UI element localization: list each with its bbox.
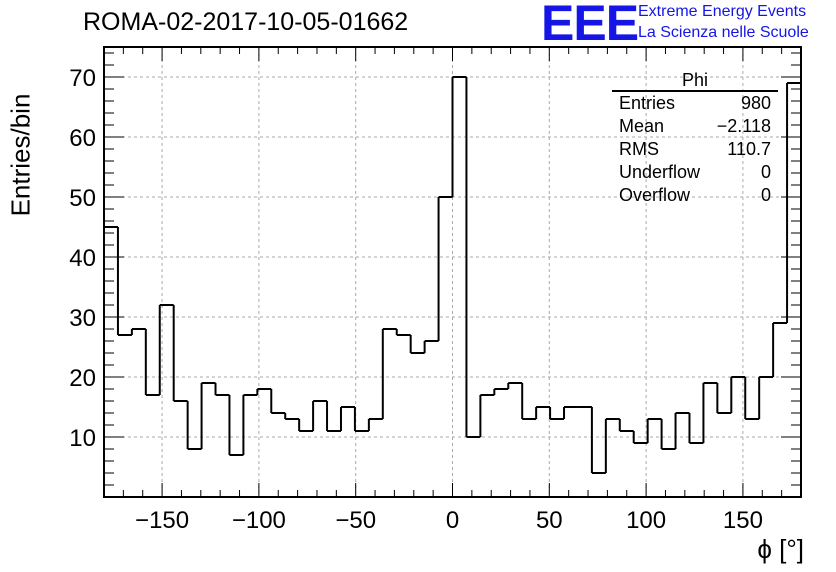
run-title: ROMA-02-2017-10-05-01662 <box>83 8 409 36</box>
eee-logo: EEE <box>541 0 639 51</box>
x-tick-label: −100 <box>232 507 286 534</box>
y-tick-label: 20 <box>69 365 96 392</box>
y-axis-label-box: Entries/bin <box>6 94 36 217</box>
x-tick-label: 100 <box>626 507 666 534</box>
stats-box-title: Phi <box>681 70 708 90</box>
y-tick-label: 40 <box>69 245 96 272</box>
x-tick-label: 50 <box>536 507 563 534</box>
y-tick-label: 30 <box>69 305 96 332</box>
stats-value: 110.7 <box>727 139 771 159</box>
stats-key: Underflow <box>619 162 701 182</box>
logo-line1: Extreme Energy Events <box>638 3 807 20</box>
x-tick-label: −50 <box>335 507 376 534</box>
stats-value: −2.118 <box>716 116 771 136</box>
stats-key: RMS <box>619 139 659 159</box>
y-tick-label: 60 <box>69 125 96 152</box>
x-tick-label: −150 <box>135 507 189 534</box>
stats-key: Overflow <box>619 185 691 205</box>
stats-value: 0 <box>760 185 771 205</box>
plot-frame <box>103 46 802 498</box>
y-tick-label: 50 <box>69 185 96 212</box>
x-tick-label: 150 <box>723 507 763 534</box>
y-axis-label: Entries/bin <box>5 93 36 217</box>
y-tick-label: 10 <box>69 425 96 452</box>
stats-value: 0 <box>760 162 771 182</box>
y-tick-label: 70 <box>69 65 96 92</box>
x-tick-label: 0 <box>446 507 459 534</box>
stats-key: Mean <box>619 116 665 136</box>
logo-line2: La Scienza nelle Scuole <box>638 24 809 41</box>
x-axis-label: ϕ [°] <box>757 534 804 564</box>
stats-key: Entries <box>619 93 676 113</box>
stats-value: 980 <box>740 93 771 113</box>
